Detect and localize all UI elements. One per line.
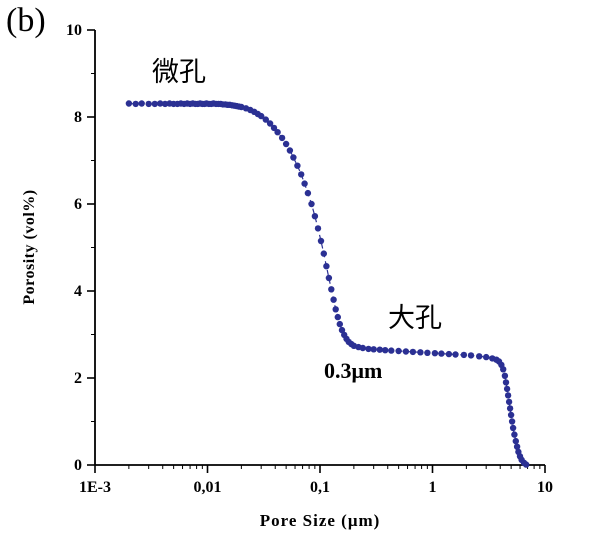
micropore-annotation: 微孔 [152, 57, 206, 88]
y-axis-title: Porosity (vol%) [21, 189, 38, 305]
pore-size-marker-annotation: 0.3μm [324, 358, 383, 383]
svg-text:10: 10 [66, 22, 82, 39]
svg-text:6: 6 [74, 196, 82, 213]
svg-text:1E-3: 1E-3 [79, 479, 111, 496]
svg-text:1: 1 [429, 479, 437, 496]
svg-text:0: 0 [74, 457, 82, 474]
svg-text:0,01: 0,01 [194, 479, 222, 496]
svg-text:4: 4 [74, 283, 82, 300]
figure-panel-label: (b) [6, 2, 46, 39]
x-axis-title: Pore Size (μm) [259, 511, 381, 530]
svg-text:2: 2 [74, 370, 82, 387]
macropore-annotation: 大孔 [388, 303, 442, 334]
svg-text:8: 8 [74, 109, 82, 126]
svg-text:10: 10 [537, 479, 553, 496]
svg-text:0,1: 0,1 [310, 479, 330, 496]
